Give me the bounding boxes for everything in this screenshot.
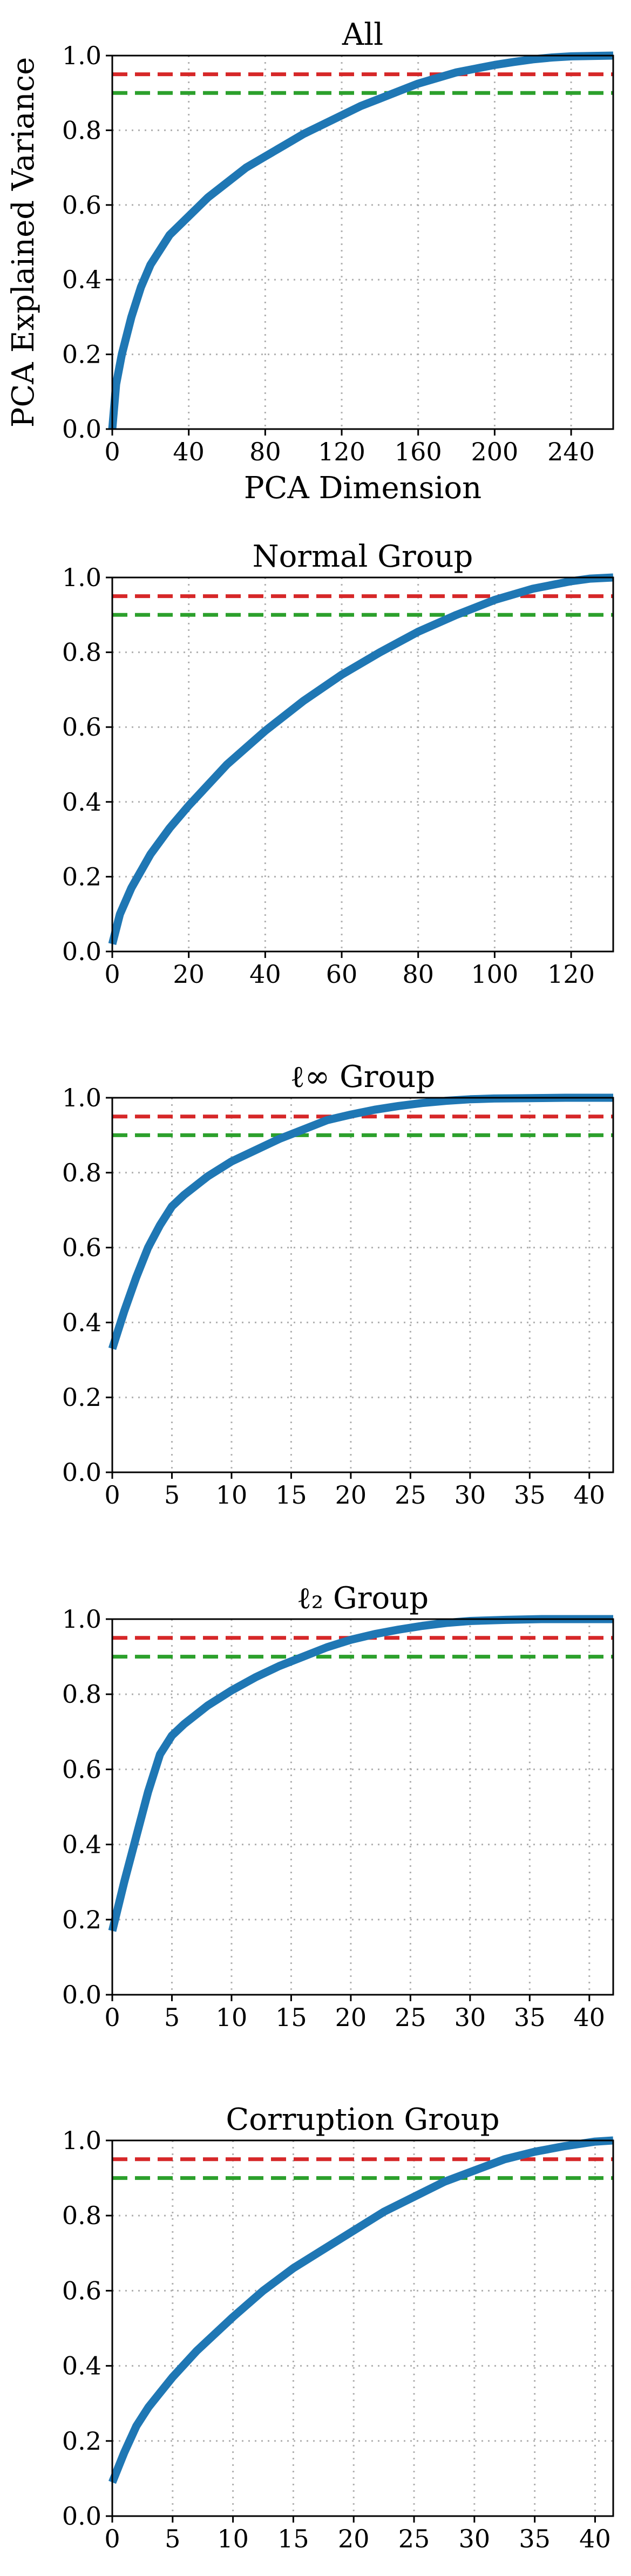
x-tick-label: 40 — [574, 2003, 606, 2032]
y-tick-label: 0.4 — [62, 265, 101, 294]
chart-panel-1: 0 40 80 120 160 200 240 0.0 0.2 0.4 0.6 0.8 1.0 All PC… — [6, 17, 614, 506]
x-tick-label: 30 — [454, 2003, 486, 2032]
chart-panel-5: 0 5 10 15 20 25 30 35 40 0.0 0.2 0.4 0.6 0.8 1.0 Corrup… — [62, 2102, 614, 2553]
y-tick-label: 0.0 — [62, 937, 101, 966]
y-tick-label: 0.0 — [62, 414, 101, 444]
x-tick-label: 10 — [217, 2524, 249, 2553]
x-tick-label: 10 — [216, 1480, 248, 1510]
x-tick-label: 60 — [326, 960, 358, 989]
x-tick-label: 35 — [514, 2003, 546, 2032]
x-tick-label: 15 — [277, 2524, 309, 2553]
y-tick-label: 1.0 — [62, 41, 101, 70]
series-line — [108, 51, 614, 430]
plot-frame — [111, 576, 614, 953]
x-tick-label: 15 — [275, 1480, 307, 1510]
x-tick-label: 0 — [104, 437, 120, 466]
plot-frame — [111, 2139, 614, 2517]
plot-frame — [111, 55, 614, 430]
x-tick-label: 160 — [395, 437, 442, 466]
y-tick-label: 0.8 — [62, 638, 101, 667]
chart-title: Normal Group — [253, 539, 473, 574]
x-tick-label: 5 — [164, 1480, 180, 1510]
x-tick-label: 20 — [335, 2003, 367, 2032]
x-tick-label: 40 — [173, 437, 205, 466]
y-tick-label: 0.4 — [62, 1308, 101, 1337]
x-tick-label: 5 — [165, 2524, 180, 2553]
x-tick-label: 25 — [395, 2003, 426, 2032]
chart-panel-2: 0 20 40 60 80 100 120 0.0 0.2 0.4 0.6 0.8 1.0 Normal … — [62, 539, 614, 989]
chart-title: ℓ∞ Group — [290, 1059, 435, 1095]
x-tick-label: 80 — [249, 437, 281, 466]
y-tick-label: 0.6 — [62, 712, 101, 742]
y-tick-label: 0.2 — [62, 1383, 101, 1412]
x-tick-label: 20 — [335, 1480, 367, 1510]
x-tick-label: 35 — [519, 2524, 551, 2553]
y-tick-label: 0.2 — [62, 1905, 101, 1934]
series-line — [108, 1093, 613, 1350]
chart-panel-4: 0 5 10 15 20 25 30 35 40 0.0 0.2 0.4 0.6 0.8 1.0 ℓ₂ Gro… — [62, 1581, 614, 2032]
x-tick-label: 10 — [216, 2003, 248, 2032]
y-tick-label: 0.0 — [62, 1458, 101, 1487]
y-tick-label: 0.8 — [62, 1158, 101, 1187]
plot-frame — [111, 1618, 614, 1996]
x-tick-label: 25 — [398, 2524, 430, 2553]
y-tick-label: 0.8 — [62, 2201, 101, 2230]
y-tick-label: 0.6 — [62, 1233, 101, 1262]
series-line — [108, 1615, 613, 1932]
chart-title: All — [342, 17, 383, 52]
x-tick-label: 30 — [454, 1480, 486, 1510]
y-tick-label: 0.6 — [62, 1755, 101, 1784]
y-tick-label: 1.0 — [62, 563, 101, 592]
x-tick-label: 35 — [514, 1480, 546, 1510]
y-tick-label: 0.4 — [62, 787, 101, 817]
y-tick-label: 0.2 — [62, 340, 101, 369]
y-tick-label: 1.0 — [62, 1083, 101, 1112]
y-tick-label: 0.2 — [62, 862, 101, 891]
x-tick-label: 30 — [459, 2524, 491, 2553]
x-tick-label: 0 — [104, 2003, 120, 2032]
x-axis-label: PCA Dimension — [244, 471, 481, 506]
y-tick-label: 0.8 — [62, 115, 101, 145]
x-tick-label: 120 — [318, 437, 365, 466]
y-tick-label: 0.0 — [62, 2502, 101, 2531]
x-tick-label: 120 — [547, 960, 595, 989]
x-tick-label: 25 — [395, 1480, 426, 1510]
y-tick-label: 0.0 — [62, 1980, 101, 2009]
x-tick-label: 40 — [579, 2524, 611, 2553]
x-tick-label: 0 — [104, 1480, 120, 1510]
x-tick-label: 20 — [338, 2524, 370, 2553]
y-axis-label: PCA Explained Variance — [6, 57, 41, 427]
x-tick-label: 200 — [471, 437, 518, 466]
x-tick-label: 15 — [275, 2003, 307, 2032]
y-tick-label: 0.6 — [62, 191, 101, 220]
chart-title: ℓ₂ Group — [297, 1581, 429, 1616]
y-tick-label: 0.6 — [62, 2276, 101, 2305]
series-line — [108, 2136, 614, 2484]
x-tick-label: 80 — [402, 960, 434, 989]
x-tick-label: 100 — [471, 960, 518, 989]
x-tick-label: 0 — [104, 960, 120, 989]
y-tick-label: 0.2 — [62, 2427, 101, 2456]
x-tick-label: 20 — [173, 960, 205, 989]
chart-panel-3: 0 5 10 15 20 25 30 35 40 0.0 0.2 0.4 0.6 0.8 1.0 ℓ∞ Gro… — [62, 1059, 614, 1510]
y-tick-label: 0.4 — [62, 1830, 101, 1859]
series-line — [108, 573, 614, 945]
x-tick-label: 40 — [249, 960, 281, 989]
chart-title: Corruption Group — [226, 2102, 499, 2137]
x-tick-label: 5 — [164, 2003, 180, 2032]
y-tick-label: 0.4 — [62, 2351, 101, 2381]
x-tick-label: 240 — [547, 437, 595, 466]
plot-frame — [111, 1097, 614, 1473]
y-tick-label: 1.0 — [62, 1605, 101, 1634]
y-tick-label: 1.0 — [62, 2126, 101, 2155]
y-tick-label: 0.8 — [62, 1680, 101, 1709]
x-tick-label: 40 — [574, 1480, 606, 1510]
x-tick-label: 0 — [104, 2524, 120, 2553]
